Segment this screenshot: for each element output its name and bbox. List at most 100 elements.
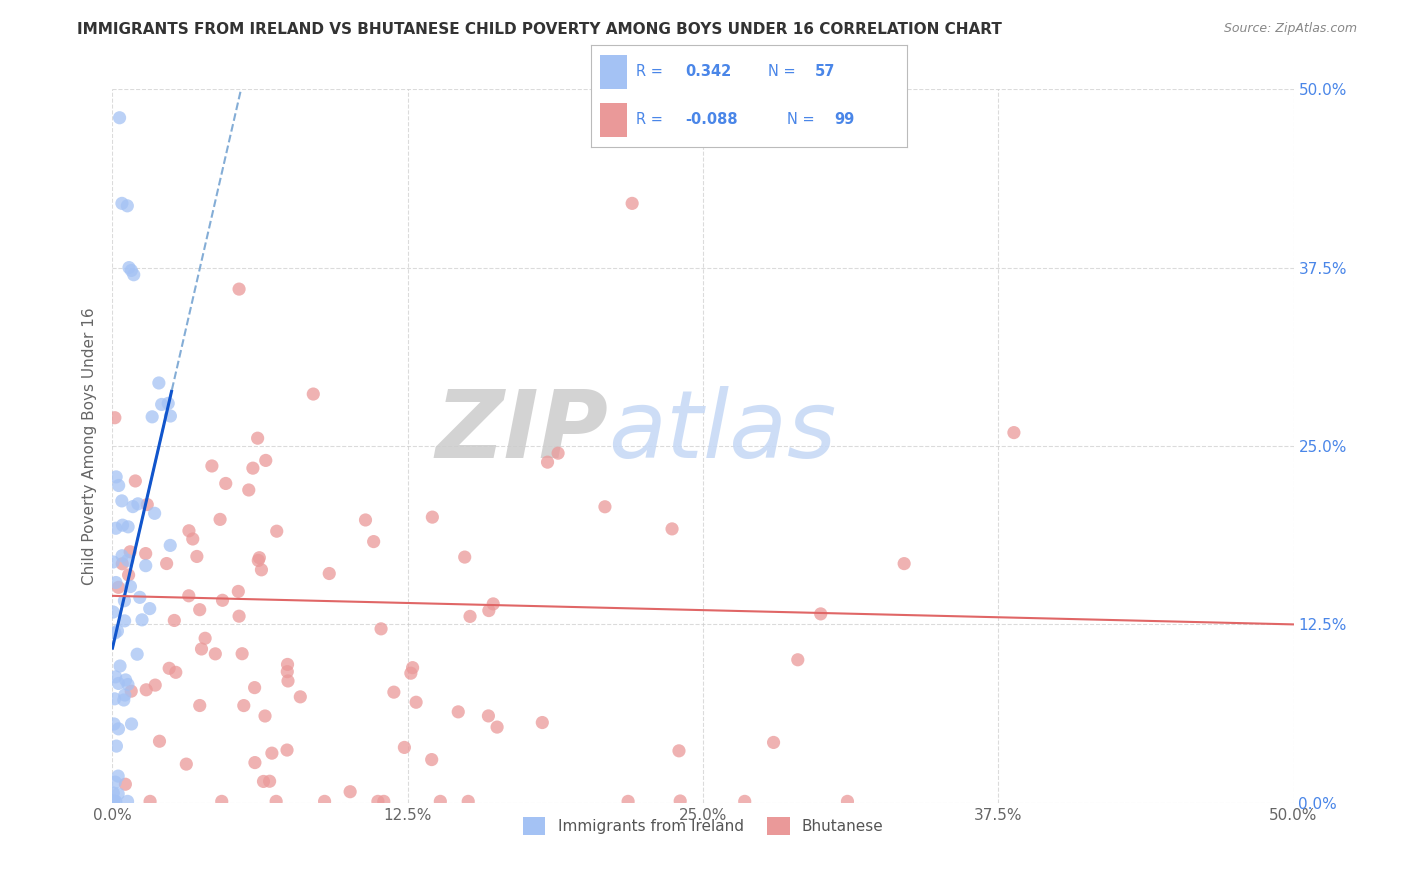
Text: N =: N = (787, 112, 814, 128)
Point (188, 603, 211, 617)
Point (209, 512, 232, 526)
Point (117, 677, 139, 691)
Point (148, 376, 170, 390)
Point (163, 614, 186, 628)
Point (141, 409, 163, 424)
Point (531, 715, 554, 730)
Point (243, 681, 266, 695)
Point (314, 794, 336, 808)
Point (118, 260, 141, 275)
Point (112, 593, 135, 607)
Point (117, 794, 139, 808)
Point (486, 720, 509, 734)
Point (264, 794, 287, 808)
Legend: Immigrants from Ireland, Bhutanese: Immigrants from Ireland, Bhutanese (516, 811, 890, 841)
Point (156, 557, 179, 571)
Point (547, 446, 569, 460)
Point (120, 684, 142, 698)
Point (259, 774, 281, 789)
Text: Source: ZipAtlas.com: Source: ZipAtlas.com (1223, 22, 1357, 36)
Point (176, 757, 198, 772)
Point (111, 494, 134, 508)
Point (190, 642, 212, 657)
Point (211, 794, 233, 808)
Point (276, 743, 298, 757)
Y-axis label: Child Poverty Among Boys Under 16: Child Poverty Among Boys Under 16 (82, 307, 97, 585)
Point (165, 665, 187, 680)
Point (104, 410, 127, 425)
Point (103, 605, 125, 619)
Point (420, 753, 443, 767)
Text: 0.342: 0.342 (686, 64, 731, 79)
Point (120, 579, 142, 593)
Point (111, 196, 134, 211)
Point (734, 794, 756, 808)
Point (117, 520, 139, 534)
Point (122, 268, 145, 282)
Point (131, 613, 153, 627)
Point (107, 478, 129, 492)
Point (247, 550, 270, 565)
Point (354, 513, 377, 527)
Point (103, 717, 125, 731)
Point (117, 199, 139, 213)
Text: IMMIGRANTS FROM IRELAND VS BHUTANESE CHILD POVERTY AMONG BOYS UNDER 16 CORRELATI: IMMIGRANTS FROM IRELAND VS BHUTANESE CHI… (77, 22, 1002, 37)
Point (103, 794, 125, 808)
Point (482, 597, 505, 611)
Point (447, 705, 470, 719)
Point (277, 673, 299, 688)
Point (211, 593, 233, 607)
Point (786, 653, 808, 667)
Point (252, 774, 274, 789)
Text: atlas: atlas (609, 386, 837, 477)
Point (621, 196, 644, 211)
Text: ZIP: ZIP (436, 385, 609, 478)
Point (121, 500, 143, 514)
Point (318, 566, 340, 581)
Point (228, 282, 250, 296)
Point (394, 740, 416, 755)
Point (107, 787, 129, 801)
Point (231, 647, 253, 661)
Point (429, 794, 451, 808)
Point (238, 483, 260, 497)
Point (150, 397, 173, 411)
Point (188, 698, 211, 713)
Point (121, 717, 143, 731)
Point (668, 744, 690, 758)
Point (253, 709, 276, 723)
Point (103, 794, 125, 808)
Point (107, 676, 129, 690)
Point (159, 409, 181, 423)
Point (250, 563, 273, 577)
Point (177, 524, 200, 538)
Point (157, 661, 180, 675)
Point (382, 685, 405, 699)
Point (260, 746, 283, 760)
Point (232, 698, 254, 713)
Point (108, 111, 131, 125)
Point (127, 647, 149, 661)
Point (135, 547, 157, 561)
Point (120, 263, 142, 277)
Point (617, 794, 640, 808)
Point (104, 794, 127, 808)
Point (536, 455, 558, 469)
Point (339, 785, 361, 799)
Point (201, 458, 224, 473)
Text: N =: N = (768, 64, 796, 79)
Point (593, 500, 616, 514)
Point (117, 568, 139, 582)
Point (1002, 425, 1025, 440)
Point (181, 532, 204, 546)
Point (810, 607, 832, 621)
Point (107, 624, 129, 638)
Point (124, 474, 146, 488)
Point (367, 794, 389, 808)
Point (159, 538, 181, 552)
Text: 99: 99 (834, 112, 855, 128)
Point (138, 601, 160, 615)
Point (669, 794, 692, 808)
Point (114, 777, 136, 791)
Point (112, 693, 135, 707)
